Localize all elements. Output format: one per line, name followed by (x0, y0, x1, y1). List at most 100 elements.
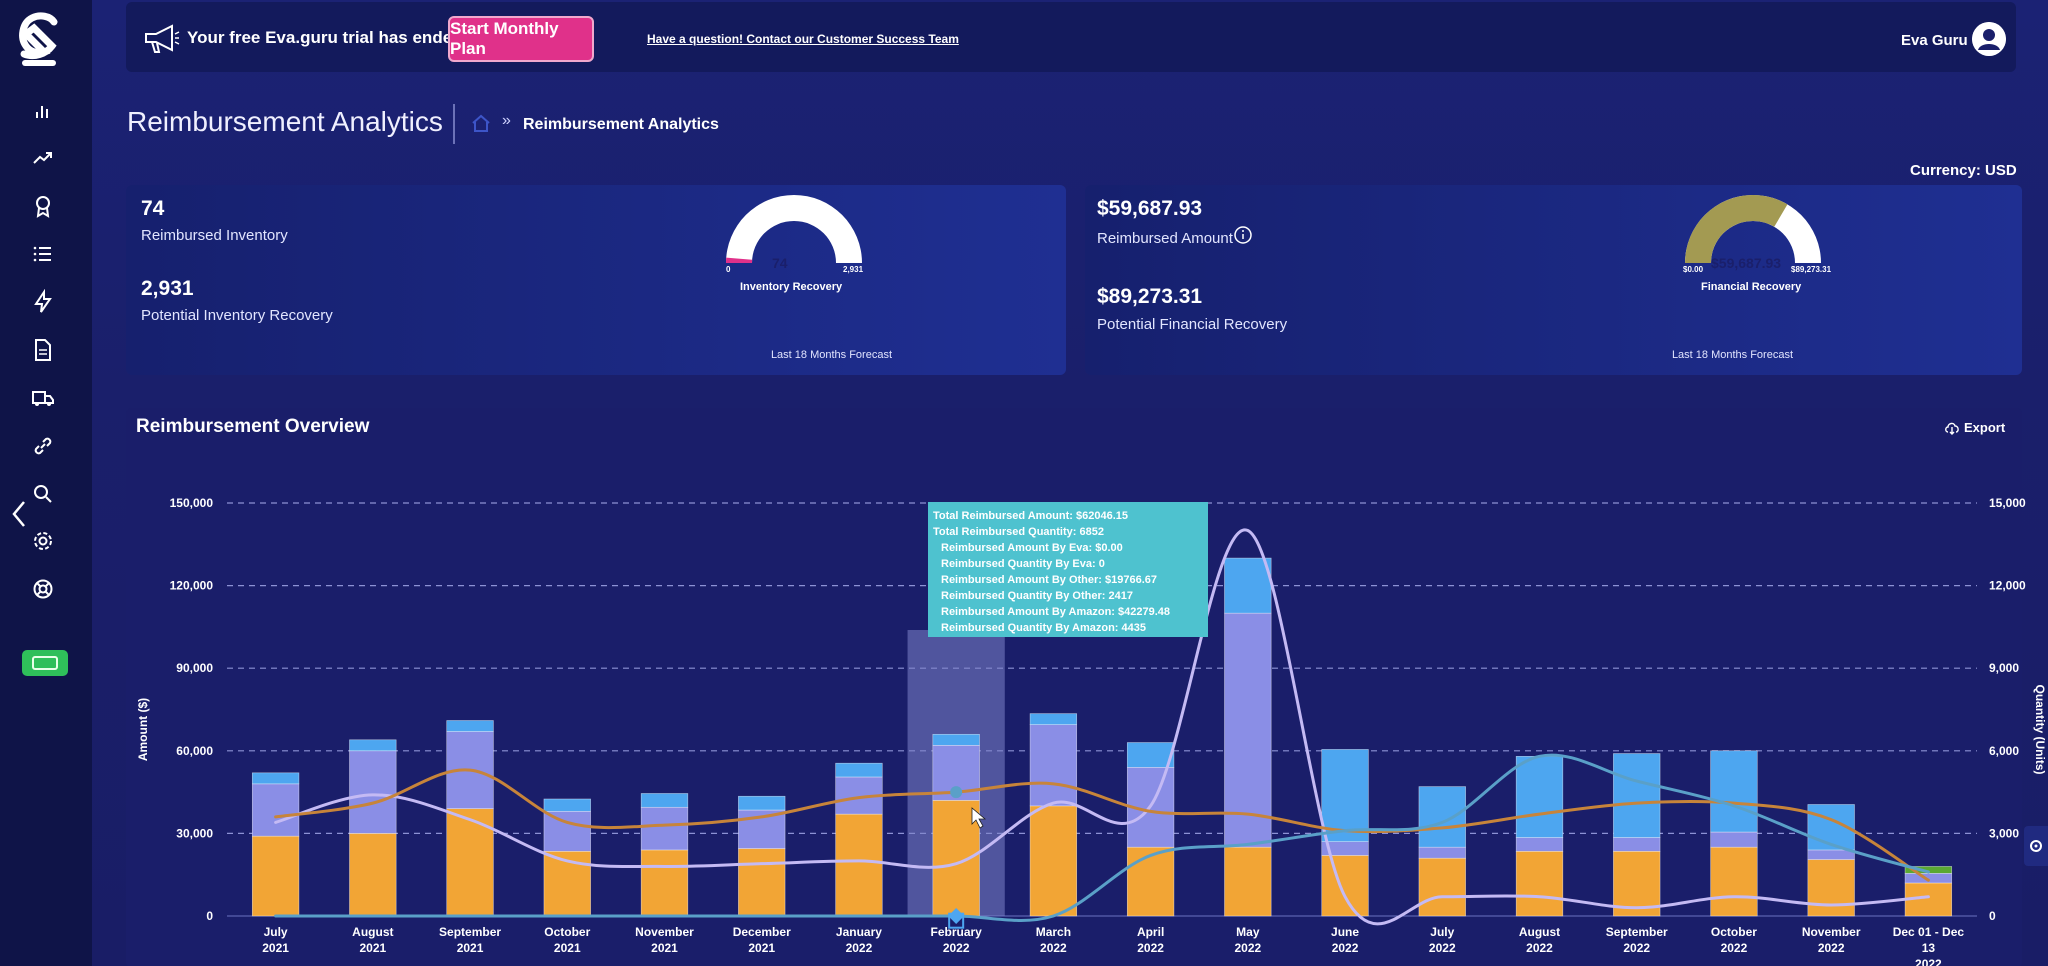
title-divider (453, 104, 455, 144)
start-monthly-plan-button[interactable]: Start Monthly Plan (448, 16, 594, 62)
award-icon[interactable] (30, 193, 56, 219)
bar-eva (1321, 749, 1369, 842)
inventory-gauge-value: 74 (772, 255, 788, 271)
x-tick-label: November (1802, 925, 1861, 939)
mouse-cursor-icon (971, 807, 987, 829)
x-tick-label: July (264, 925, 288, 939)
bar-other (349, 750, 397, 834)
bar-other (251, 783, 300, 837)
x-tick-label: 2021 (554, 941, 581, 955)
lifebuoy-icon[interactable] (30, 576, 56, 602)
tooltip-line: Reimbursed Quantity By Amazon: 4435 (941, 622, 1146, 634)
x-tick-label: September (439, 925, 501, 939)
bar-amazon (1029, 805, 1078, 917)
tooltip-line: Reimbursed Amount By Other: $19766.67 (941, 574, 1157, 586)
bar-other (640, 806, 689, 851)
bar-eva (1710, 750, 1758, 833)
bar-eva (1418, 786, 1466, 848)
financial-gauge-min: $0.00 (1683, 265, 1704, 274)
x-tick-label: October (1711, 925, 1757, 939)
x-tick-label: December (733, 925, 791, 939)
reimbursed-inventory-value: 74 (141, 197, 165, 220)
bar-amazon (349, 833, 397, 917)
currency-label: Currency: USD (1910, 162, 2017, 179)
eva-logo[interactable] (14, 10, 66, 70)
x-tick-label: August (1519, 925, 1560, 939)
x-tick-label: 2022 (846, 941, 873, 955)
inventory-card: 74 Reimbursed Inventory 2,931 Potential … (126, 185, 1066, 375)
bar-other (1613, 837, 1661, 852)
hover-marker (950, 786, 963, 799)
bar-eva (1515, 756, 1564, 838)
y2-tick-label: 15,000 (1989, 496, 2026, 510)
bar-eva (543, 798, 591, 812)
x-tick-label: 2022 (1915, 957, 1942, 966)
breadcrumb-current: Reimbursement Analytics (523, 116, 719, 133)
potential-amount-value: $89,273.31 (1097, 285, 1203, 308)
page-title: Reimbursement Analytics (127, 106, 443, 137)
contact-success-link[interactable]: Have a question! Contact our Customer Su… (647, 32, 959, 46)
x-tick-label: July (1430, 925, 1454, 939)
x-tick-label: January (836, 925, 882, 939)
user-name[interactable]: Eva Guru (1901, 32, 1968, 49)
x-tick-label: April (1137, 925, 1164, 939)
line-total-quantity (274, 528, 1930, 926)
info-icon[interactable] (1233, 225, 1253, 245)
cloud-download-icon (1945, 422, 1959, 435)
chart-tooltip: Total Reimbursed Amount: $62046.15 Total … (928, 502, 1208, 637)
sidebar (0, 0, 92, 966)
list-icon[interactable] (30, 241, 56, 267)
x-tick-label: 13 (1922, 941, 1936, 955)
home-icon[interactable] (470, 112, 492, 134)
money-badge-icon[interactable] (22, 650, 68, 676)
search-icon[interactable] (30, 481, 56, 507)
bar-amazon (1418, 857, 1466, 917)
bar-amazon (1224, 846, 1272, 917)
inventory-forecast-label: Last 18 Months Forecast (770, 349, 892, 361)
bar-other (1515, 837, 1564, 852)
bar-other (1029, 724, 1078, 807)
gear-icon[interactable] (30, 528, 56, 554)
link-icon[interactable] (30, 433, 56, 459)
y-tick-label: 120,000 (170, 579, 214, 593)
megaphone-icon (145, 24, 180, 53)
export-button[interactable]: Export (1944, 420, 2005, 435)
bar-chart-icon[interactable] (30, 98, 56, 124)
bar-eva (251, 772, 300, 785)
trending-up-icon[interactable] (30, 145, 56, 171)
tooltip-line: Reimbursed Quantity By Eva: 0 (941, 558, 1105, 570)
financial-gauge-fill (1685, 195, 1788, 263)
x-tick-label: 2022 (1040, 941, 1067, 955)
overview-title: Reimbursement Overview (136, 416, 370, 437)
breadcrumb-separator: » (502, 112, 511, 129)
y2-tick-label: 12,000 (1989, 579, 2026, 593)
y-tick-label: 30,000 (176, 826, 213, 840)
x-tick-label: October (544, 925, 590, 939)
x-tick-label: September (1606, 925, 1668, 939)
bar-amazon (1126, 846, 1175, 917)
potential-inventory-value: 2,931 (141, 277, 194, 300)
tooltip-line: Total Reimbursed Quantity: 6852 (933, 526, 1104, 538)
potential-inventory-label: Potential Inventory Recovery (141, 307, 333, 324)
x-tick-label: June (1331, 925, 1359, 939)
x-tick-label: 2021 (262, 941, 289, 955)
y2-tick-label: 9,000 (1989, 661, 2019, 675)
collapse-sidebar-icon[interactable] (8, 498, 30, 530)
inventory-gauge-fill (726, 257, 753, 263)
x-tick-label: 2022 (1234, 941, 1261, 955)
bar-amazon (1807, 859, 1855, 917)
settings-tab-icon[interactable] (2024, 826, 2048, 866)
truck-icon[interactable] (30, 385, 56, 411)
x-tick-label: February (930, 925, 982, 939)
x-tick-label: 2022 (1721, 941, 1748, 955)
x-tick-label: 2022 (1818, 941, 1845, 955)
x-tick-label: Dec 01 - Dec (1893, 925, 1965, 939)
inventory-gauge-min: 0 (726, 265, 731, 274)
document-icon[interactable] (30, 337, 56, 363)
y-tick-label: 150,000 (170, 496, 214, 510)
line-eva-quantity (274, 753, 1930, 922)
x-tick-label: March (1036, 925, 1071, 939)
lightning-icon[interactable] (30, 288, 56, 315)
line-amazon-quantity (274, 768, 1930, 882)
user-avatar-icon[interactable] (1972, 22, 2006, 56)
